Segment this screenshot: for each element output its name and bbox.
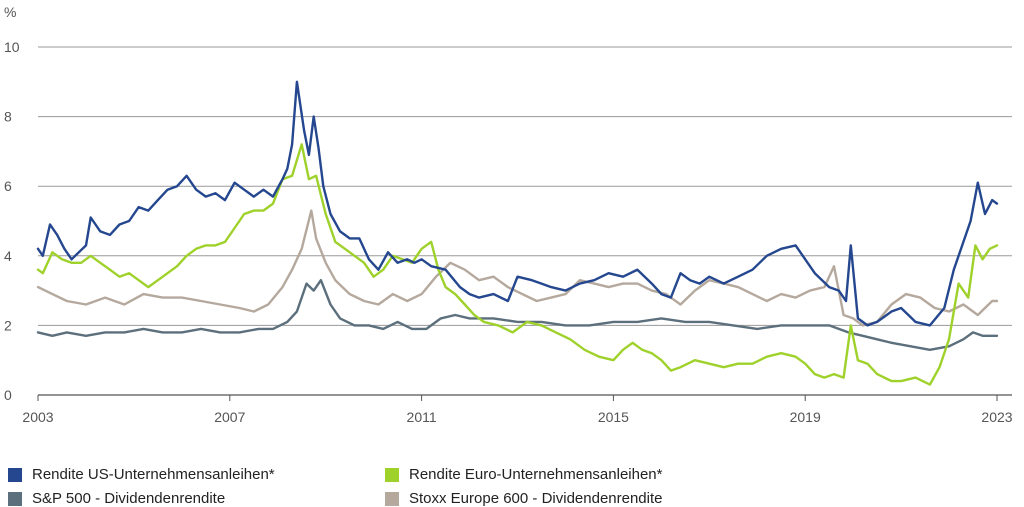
series-line-3 xyxy=(36,209,999,327)
y-tick-label: 10 xyxy=(4,39,20,55)
series-lines xyxy=(36,80,999,386)
legend-swatch xyxy=(8,491,22,506)
y-tick-label: 0 xyxy=(4,387,12,403)
legend-swatch xyxy=(8,467,22,482)
y-tick-label: 6 xyxy=(4,178,12,194)
y-axis-label: % xyxy=(4,4,16,20)
series-line-1 xyxy=(36,143,999,386)
gridlines xyxy=(38,46,1012,326)
y-tick-label: 8 xyxy=(4,109,12,125)
legend-item-sp500: S&P 500 - Dividendenrendite xyxy=(8,490,225,507)
x-tick-label: 2007 xyxy=(214,409,245,425)
x-tick-label: 2003 xyxy=(22,409,53,425)
legend-label: Rendite Euro-Unternehmensanleihen* xyxy=(409,466,663,483)
x-tick-label: 2015 xyxy=(598,409,629,425)
legend-label: S&P 500 - Dividendenrendite xyxy=(32,490,226,507)
legend: Rendite US-Unternehmensanleihen* Rendite… xyxy=(0,458,1024,507)
x-tick-label: 2019 xyxy=(790,409,821,425)
legend-item-euro-corporate: Rendite Euro-Unternehmensanleihen* xyxy=(385,466,663,483)
series-line-0 xyxy=(36,80,999,327)
legend-item-stoxx600: Stoxx Europe 600 - Dividendenrendite xyxy=(385,490,663,507)
axes: 0 2 4 6 8 10% 2003 2007 2011 2015 2019 2023 xyxy=(4,4,1013,425)
x-tick-label: 2023 xyxy=(981,409,1012,425)
legend-item-us-corporate: Rendite US-Unternehmensanleihen* xyxy=(8,466,275,483)
line-chart: 0 2 4 6 8 10% 2003 2007 2011 2015 2019 2023 xyxy=(4,4,1013,425)
y-tick-label: 4 xyxy=(4,248,12,264)
legend-swatch xyxy=(385,491,399,506)
x-tick-label: 2011 xyxy=(407,409,437,425)
series-line-2 xyxy=(36,279,999,351)
y-tick-label: 2 xyxy=(4,317,12,333)
legend-swatch xyxy=(385,467,399,482)
legend-label: Stoxx Europe 600 - Dividendenrendite xyxy=(409,490,663,507)
legend-label: Rendite US-Unternehmensanleihen* xyxy=(32,466,275,483)
